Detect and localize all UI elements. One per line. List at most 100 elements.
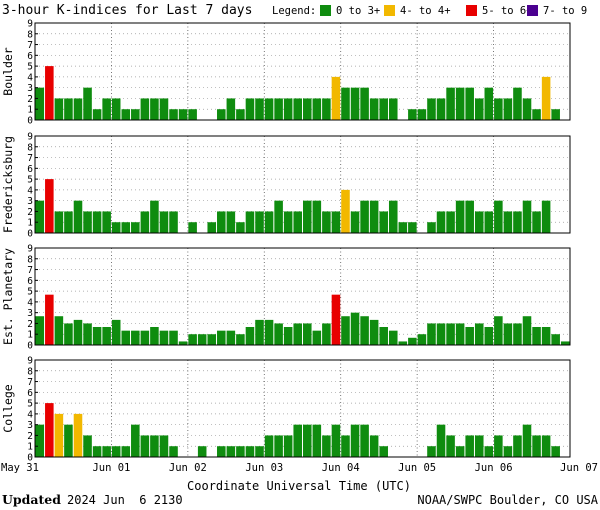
k-index-bar	[455, 446, 465, 457]
k-index-bar	[245, 98, 255, 120]
y-tick-label: 5	[27, 399, 33, 410]
k-index-bar	[217, 211, 226, 233]
k-index-bar	[293, 323, 302, 345]
legend-swatch	[527, 5, 538, 16]
k-index-bar	[446, 435, 455, 457]
k-index-bar	[474, 323, 484, 345]
k-index-bar	[255, 446, 264, 457]
station-label: Est. Planetary	[1, 248, 15, 345]
k-index-bar	[274, 98, 283, 120]
y-tick-label: 9	[27, 244, 33, 255]
k-index-bar	[322, 435, 331, 457]
k-index-bar	[331, 76, 341, 120]
y-tick-label: 1	[27, 218, 33, 229]
k-index-bar	[83, 211, 92, 233]
k-index-bar	[54, 316, 64, 345]
station-label: Boulder	[1, 47, 15, 96]
x-tick-label: Jun 03	[245, 462, 283, 474]
k-index-bar	[465, 200, 474, 233]
k-index-bar	[150, 435, 159, 457]
k-index-bar	[474, 211, 484, 233]
k-index-bar	[388, 98, 398, 120]
k-index-bar	[197, 334, 207, 345]
k-index-bar	[236, 109, 245, 120]
k-index-bar	[245, 446, 255, 457]
k-index-bar	[92, 327, 102, 345]
x-tick-label: Jun 02	[169, 462, 207, 474]
y-tick-label: 6	[27, 388, 33, 399]
k-index-bar	[522, 316, 532, 345]
y-tick-label: 5	[27, 287, 33, 298]
legend-swatch	[320, 5, 331, 16]
k-index-bar	[379, 98, 388, 120]
k-index-bar	[188, 334, 197, 345]
y-tick-label: 9	[27, 356, 33, 367]
k-index-bar	[398, 341, 408, 345]
k-index-bar	[369, 98, 379, 120]
k-index-bar	[217, 109, 226, 120]
k-index-bar	[169, 330, 178, 345]
plot-area	[35, 360, 570, 457]
credit-text: NOAA/SWPC Boulder, CO USA	[417, 493, 598, 507]
k-index-bar	[197, 446, 207, 457]
y-tick-label: 2	[27, 431, 33, 442]
plot-frame	[34, 359, 571, 458]
k-index-bar	[341, 87, 350, 120]
k-index-bar	[226, 330, 236, 345]
k-index-bar	[322, 211, 331, 233]
legend-swatch	[384, 5, 395, 16]
y-tick-label: 1	[27, 330, 33, 341]
k-index-bar	[522, 424, 532, 457]
k-index-bar	[369, 435, 379, 457]
k-index-bar	[408, 337, 417, 345]
k-index-bar	[455, 200, 465, 233]
k-index-bar	[111, 98, 121, 120]
k-index-bar	[427, 323, 436, 345]
k-index-bar	[207, 222, 217, 233]
k-index-bar	[532, 211, 541, 233]
k-index-bar	[408, 222, 417, 233]
station-label: Fredericksburg	[1, 136, 15, 233]
k-index-bar	[64, 98, 73, 120]
plot-frame	[34, 135, 571, 234]
k-index-bar	[274, 200, 283, 233]
k-index-bar	[312, 330, 322, 345]
k-index-bar	[188, 109, 197, 120]
k-index-bar	[331, 211, 341, 233]
x-axis-title: Coordinate Universal Time (UTC)	[187, 479, 411, 493]
k-index-bar	[150, 98, 159, 120]
k-index-bar	[293, 424, 302, 457]
k-index-bar	[54, 413, 64, 457]
k-index-bar	[35, 87, 45, 120]
k-index-bar	[159, 211, 169, 233]
k-index-bar	[150, 200, 159, 233]
y-tick-label: 1	[27, 105, 33, 116]
k-index-bar	[379, 211, 388, 233]
k-index-bar	[35, 316, 45, 345]
k-index-bar	[274, 435, 283, 457]
k-index-bar	[455, 87, 465, 120]
k-index-bar	[379, 446, 388, 457]
k-index-bar	[303, 200, 312, 233]
legend-entry-label: 5- to 6+	[482, 5, 533, 17]
k-index-bar	[111, 446, 121, 457]
k-index-bar	[484, 446, 494, 457]
k-index-bar	[350, 211, 360, 233]
k-index-bar	[551, 109, 560, 120]
k-index-bar	[73, 200, 83, 233]
k-index-bar	[64, 323, 73, 345]
y-tick-label: 6	[27, 164, 33, 175]
k-index-bar	[54, 211, 64, 233]
k-index-bar	[427, 98, 436, 120]
k-index-bar	[350, 312, 360, 345]
y-tick-label: 4	[27, 185, 33, 196]
k-index-bar	[236, 222, 245, 233]
k-index-bar	[408, 109, 417, 120]
k-index-bar	[369, 200, 379, 233]
y-tick-label: 3	[27, 196, 33, 207]
k-index-bar	[264, 435, 274, 457]
k-index-bar	[494, 435, 503, 457]
k-index-bar	[45, 294, 54, 345]
k-index-bar	[140, 98, 150, 120]
